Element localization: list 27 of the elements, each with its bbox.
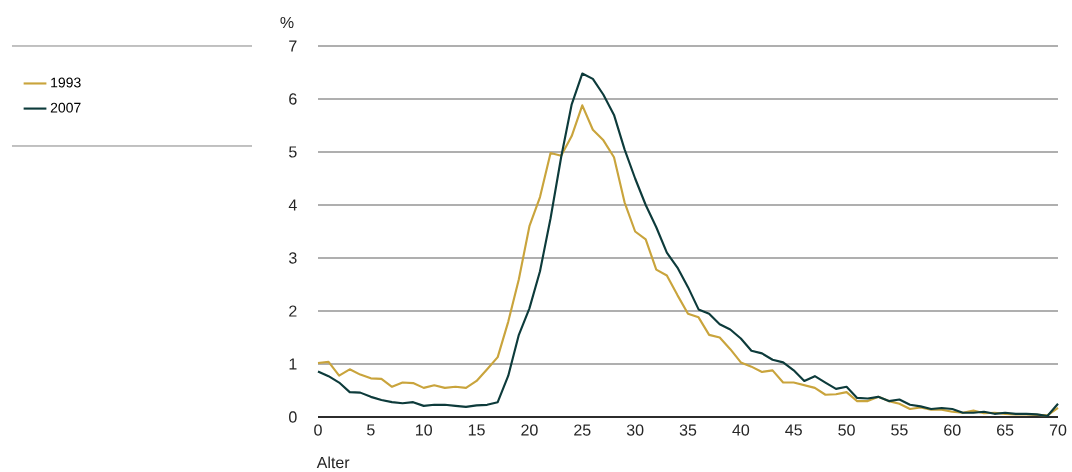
x-tick-label: 70 xyxy=(1049,424,1067,436)
y-tick-label: 7 xyxy=(289,40,297,52)
y-tick-label: 2 xyxy=(289,305,297,317)
x-tick-label: 35 xyxy=(679,424,697,436)
x-tick-label: 55 xyxy=(891,424,908,436)
y-axis-title: % xyxy=(280,16,294,29)
y-tick-label: 1 xyxy=(289,358,297,370)
legend-label: 2007 xyxy=(50,102,81,113)
y-tick-label: 6 xyxy=(289,93,297,105)
x-tick-label: 20 xyxy=(521,424,538,436)
x-tick-label: 25 xyxy=(574,424,591,436)
x-tick-label: 15 xyxy=(468,424,485,436)
y-tick-label: 4 xyxy=(288,199,297,211)
x-tick-label: 65 xyxy=(997,424,1014,436)
y-tick-label: 0 xyxy=(289,411,297,423)
y-tick-label: 5 xyxy=(289,146,297,158)
x-tick-label: 60 xyxy=(944,424,961,436)
x-axis-title: Alter xyxy=(316,456,350,469)
x-tick-label: 40 xyxy=(732,424,750,436)
x-tick-label: 50 xyxy=(838,424,855,436)
x-tick-label: 5 xyxy=(367,424,375,436)
legend-label: 1993 xyxy=(51,77,81,88)
y-tick-label: 3 xyxy=(289,252,297,264)
x-tick-label: 30 xyxy=(626,424,644,436)
x-tick-label: 10 xyxy=(416,424,432,436)
x-tick-label: 45 xyxy=(785,424,802,436)
x-tick-label: 0 xyxy=(314,424,322,436)
